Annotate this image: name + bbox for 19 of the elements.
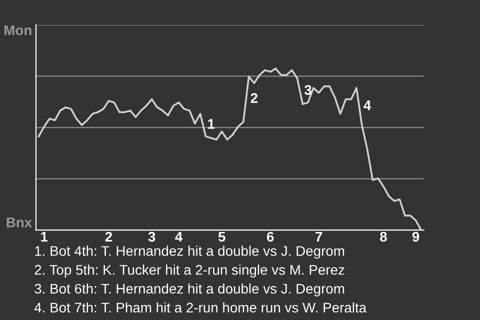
x-tick-label: 2 [105,232,112,242]
x-tick-label: 4 [175,232,183,242]
x-tick-label: 6 [266,232,274,242]
annotation: 1 [208,119,215,129]
annotation: 4 [364,100,372,110]
x-tick-label: 9 [412,232,420,242]
annotation: 2 [250,93,258,103]
x-tick-label: 8 [380,232,387,242]
text: 2. Top 5th: K. Tucker hit a 2-run single vs M. Perez [34,264,344,278]
x-tick-label: 1 [41,232,48,242]
text: 4. Bot 7th: T. Pham hit a 2-run home run vs W. Peralta [34,302,367,313]
text: Bnx [6,218,32,228]
text: 3. Bot 6th: T. Hernandez hit a double vs J. Degrom [34,283,344,296]
annotation: 3 [304,85,312,95]
x-tick-label: 7 [316,232,322,242]
text: Mon [4,25,32,36]
x-tick-label: 3 [148,232,156,242]
x-tick-label: 5 [218,232,226,242]
text: 1. Bot 4th: T. Hernandez hit a double vs J. Degrom [35,246,344,259]
